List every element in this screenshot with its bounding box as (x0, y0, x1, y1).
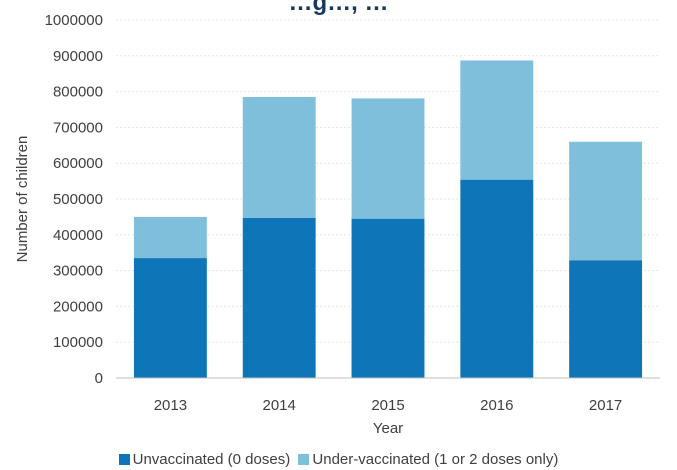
y-axis-label: Number of children (14, 136, 31, 263)
legend-label-under-vaccinated: Under-vaccinated (1 or 2 doses only) (312, 451, 559, 468)
bar-under-vaccinated-2015 (351, 98, 425, 219)
x-tick-label: 2014 (263, 397, 296, 414)
y-tick-label: 300000 (53, 263, 103, 280)
y-tick-label: 400000 (53, 227, 103, 244)
x-tick-label: 2017 (589, 397, 622, 414)
legend-item-under-vaccinated: Under-vaccinated (1 or 2 doses only) (298, 451, 558, 468)
bars (133, 60, 643, 378)
bar-unvaccinated-2013 (133, 258, 207, 378)
bar-under-vaccinated-2013 (133, 216, 207, 259)
y-tick-label: 800000 (53, 84, 103, 101)
legend-item-unvaccinated: Unvaccinated (0 doses) (118, 451, 291, 468)
y-tick-label: 200000 (53, 298, 103, 315)
y-tick-label: 500000 (53, 191, 103, 208)
y-tick-label: 900000 (53, 48, 103, 65)
legend-swatch-under-vaccinated (298, 454, 310, 465)
chart-title: …g…, … (0, 0, 677, 16)
y-tick-label: 100000 (53, 334, 103, 351)
x-tick-label: 2016 (480, 397, 513, 414)
y-tick-label: 1000000 (45, 12, 103, 29)
x-tick-label: 2013 (154, 397, 187, 414)
bar-under-vaccinated-2014 (242, 96, 316, 218)
chart-title-text: …g…, … (288, 0, 389, 16)
x-axis-label: Year (373, 420, 403, 437)
bar-unvaccinated-2014 (242, 217, 316, 378)
x-tick-label: 2015 (371, 397, 404, 414)
legend-swatch-unvaccinated (118, 454, 130, 465)
bar-unvaccinated-2017 (569, 260, 643, 378)
y-tick-label: 600000 (53, 155, 103, 172)
axes: 0 100000 200000 300000 400000 500000 600000 700… (45, 12, 660, 414)
bar-under-vaccinated-2016 (460, 60, 534, 180)
legend: Unvaccinated (0 doses) Under-vaccinated … (0, 451, 677, 468)
y-tick-label: 0 (95, 370, 103, 387)
bar-under-vaccinated-2017 (569, 141, 643, 261)
bar-unvaccinated-2015 (351, 218, 425, 378)
legend-label-unvaccinated: Unvaccinated (0 doses) (132, 451, 291, 468)
bar-unvaccinated-2016 (460, 179, 534, 378)
y-tick-label: 700000 (53, 119, 103, 136)
